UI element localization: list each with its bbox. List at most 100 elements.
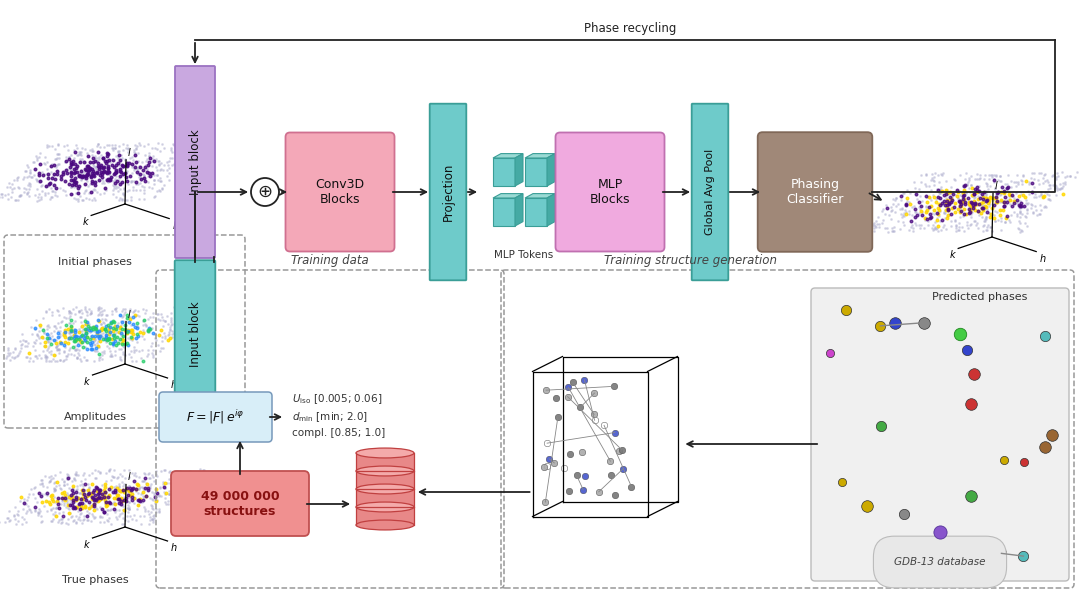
- Point: [1035, 202, 1052, 211]
- Point: [108, 341, 125, 350]
- Point: [971, 210, 988, 220]
- Point: [10, 350, 27, 359]
- Point: [964, 202, 982, 211]
- Point: [143, 487, 160, 497]
- Point: [119, 489, 136, 498]
- Point: [105, 330, 122, 340]
- Point: [85, 499, 103, 509]
- Point: [1026, 192, 1043, 202]
- Point: [1032, 206, 1050, 215]
- Point: [33, 186, 51, 195]
- Point: [33, 170, 51, 180]
- Point: [59, 334, 77, 343]
- Point: [54, 494, 71, 503]
- Point: [866, 221, 883, 230]
- Point: [984, 195, 1001, 205]
- Point: [97, 482, 114, 491]
- Point: [72, 150, 90, 160]
- Point: [130, 307, 147, 316]
- Point: [64, 180, 81, 189]
- Point: [114, 161, 132, 170]
- Point: [81, 163, 98, 173]
- Point: [144, 504, 161, 513]
- Point: [102, 318, 119, 328]
- Point: [910, 202, 928, 211]
- Point: [66, 469, 83, 479]
- Point: [103, 317, 120, 327]
- Point: [895, 188, 913, 198]
- Point: [57, 152, 75, 161]
- Point: [919, 205, 936, 215]
- Point: [1049, 184, 1066, 193]
- Point: [28, 176, 45, 186]
- Point: [89, 493, 106, 503]
- Point: [126, 494, 144, 503]
- Point: [978, 196, 996, 205]
- Point: [997, 192, 1014, 201]
- Point: [0, 351, 16, 361]
- Point: [11, 192, 28, 201]
- Point: [107, 183, 124, 192]
- Point: [67, 181, 84, 190]
- Point: [959, 217, 976, 227]
- Point: [181, 466, 199, 475]
- Point: [90, 175, 107, 184]
- Point: [602, 456, 619, 466]
- Text: l: l: [129, 310, 131, 320]
- Point: [148, 490, 165, 499]
- Point: [955, 211, 972, 220]
- Point: [130, 156, 147, 166]
- Point: [1023, 200, 1040, 210]
- Point: [18, 507, 36, 516]
- Point: [111, 310, 129, 319]
- Point: [83, 165, 100, 174]
- Point: [186, 147, 203, 157]
- Point: [51, 355, 68, 365]
- Point: [136, 319, 153, 329]
- Point: [117, 339, 134, 349]
- Point: [174, 471, 191, 480]
- Point: [13, 493, 30, 502]
- Point: [972, 198, 989, 208]
- Point: [0, 195, 5, 204]
- Point: [124, 356, 141, 365]
- Point: [107, 324, 124, 334]
- Point: [141, 512, 159, 522]
- Point: [63, 513, 80, 522]
- Point: [937, 185, 955, 195]
- Point: [996, 217, 1013, 227]
- Point: [969, 218, 986, 228]
- Text: Conv3D
Blocks: Conv3D Blocks: [315, 178, 365, 206]
- Point: [872, 321, 889, 330]
- Point: [944, 196, 961, 205]
- Point: [99, 320, 117, 330]
- Point: [82, 309, 99, 318]
- Point: [152, 164, 170, 173]
- Point: [106, 183, 123, 192]
- Point: [29, 509, 46, 518]
- FancyBboxPatch shape: [159, 392, 272, 442]
- Point: [78, 170, 95, 179]
- Point: [953, 198, 970, 208]
- Point: [946, 217, 963, 226]
- Point: [986, 184, 1003, 194]
- Point: [123, 178, 140, 187]
- Point: [1008, 177, 1025, 186]
- Point: [129, 504, 146, 514]
- Point: [43, 193, 60, 202]
- Point: [69, 506, 86, 516]
- Point: [615, 464, 632, 474]
- Point: [901, 188, 918, 198]
- Point: [55, 347, 72, 356]
- Point: [929, 170, 946, 180]
- Point: [0, 343, 17, 353]
- Point: [562, 449, 579, 459]
- Point: [941, 192, 958, 202]
- Point: [1037, 187, 1054, 197]
- Point: [23, 172, 40, 182]
- Point: [1026, 201, 1043, 211]
- Point: [131, 172, 148, 181]
- Point: [55, 356, 72, 365]
- Point: [954, 188, 971, 198]
- Point: [961, 200, 978, 210]
